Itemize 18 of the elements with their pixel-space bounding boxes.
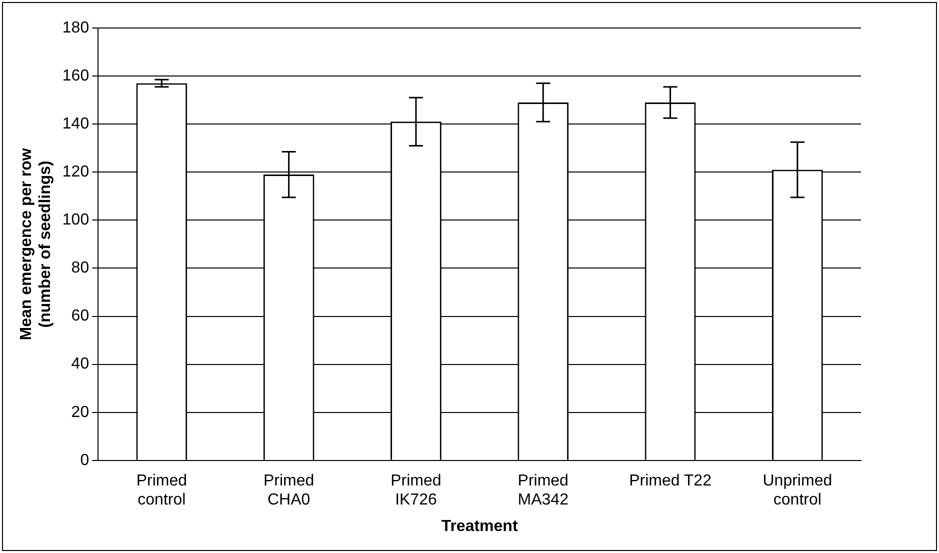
x-tick-label: Primed control — [136, 472, 188, 509]
y-tick-label: 180 — [62, 19, 90, 36]
y-tick-label: 100 — [62, 212, 90, 229]
x-axis-title: Treatment — [441, 518, 518, 535]
x-tick-label: Unprimed control — [762, 472, 832, 509]
y-tick-label: 80 — [71, 260, 90, 277]
x-tick-label: Primed T22 — [629, 472, 712, 490]
y-tick-label: 120 — [62, 164, 90, 181]
y-axis-title: Mean emergence per row (number of seedlings) — [18, 148, 54, 340]
y-tick-label: 60 — [71, 308, 90, 325]
y-tick-label: 40 — [71, 356, 90, 373]
x-tick-label: Primed CHA0 — [263, 472, 314, 509]
y-tick-label: 20 — [71, 404, 90, 421]
y-tick-label: 140 — [62, 115, 90, 132]
x-tick-label: Primed MA342 — [518, 472, 569, 509]
y-tick-label: 160 — [62, 67, 90, 84]
y-tick-label: 0 — [80, 452, 90, 469]
x-tick-label: Primed IK726 — [390, 472, 442, 509]
